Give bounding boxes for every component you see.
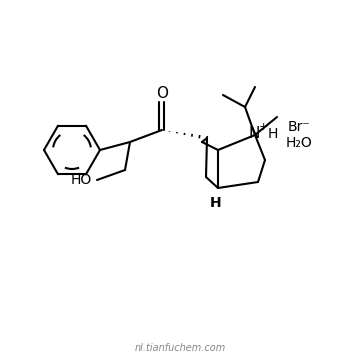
Text: +: + xyxy=(258,122,268,132)
Text: H: H xyxy=(268,127,278,141)
Text: N: N xyxy=(248,126,260,140)
Text: O: O xyxy=(156,86,168,100)
Text: nl.tianfuchem.com: nl.tianfuchem.com xyxy=(134,343,226,353)
Text: H: H xyxy=(210,196,222,210)
Text: Br⁻: Br⁻ xyxy=(288,120,310,134)
Text: HO: HO xyxy=(70,173,92,187)
Text: H₂O: H₂O xyxy=(285,136,312,150)
